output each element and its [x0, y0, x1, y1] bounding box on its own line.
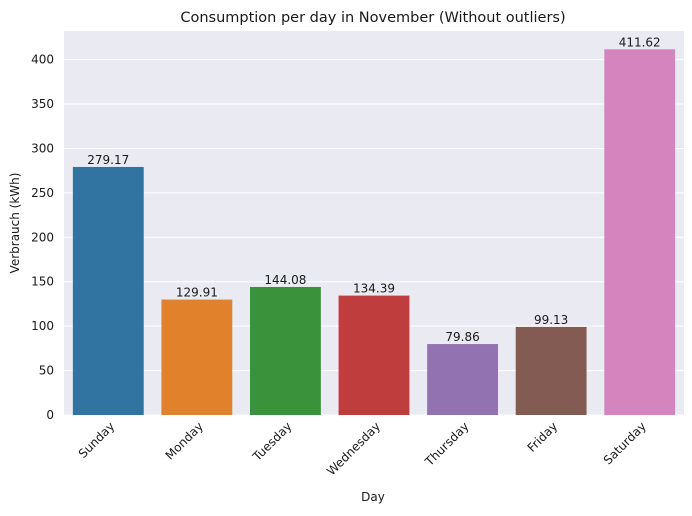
y-axis-label: Verbrauch (kWh)	[8, 173, 22, 274]
data-label-sunday: 279.17	[87, 153, 129, 167]
x-tick-label-thursday: Thursday	[422, 419, 472, 469]
data-label-saturday: 411.62	[619, 35, 661, 49]
y-tick-label: 100	[31, 319, 54, 333]
data-label-monday: 129.91	[176, 286, 218, 300]
bar-wednesday	[338, 295, 410, 415]
y-tick-label: 50	[39, 364, 54, 378]
y-tick-label: 350	[31, 97, 54, 111]
y-tick-label: 250	[31, 186, 54, 200]
bar-sunday	[72, 166, 144, 415]
x-tick-label-saturday: Saturday	[601, 419, 649, 467]
y-tick-labels: 0 50 100 150 200 250 300 350 400	[31, 53, 54, 422]
data-labels: 279.17 129.91 144.08 134.39 79.86 99.13 411.62	[87, 35, 660, 344]
x-tick-label-tuesday: Tuesday	[249, 419, 294, 464]
bar-thursday	[427, 344, 498, 415]
x-tick-label-friday: Friday	[525, 419, 561, 455]
x-axis-label: Day	[361, 490, 385, 504]
x-tick-label-wednesday: Wednesday	[324, 419, 383, 478]
x-tick-label-monday: Monday	[163, 419, 206, 462]
x-tick-labels: Sunday Monday Tuesday Wednesday Thursday Frid…	[76, 419, 649, 478]
data-label-thursday: 79.86	[445, 330, 479, 344]
chart-title: Consumption per day in November (Without…	[180, 10, 565, 26]
y-tick-label: 0	[46, 408, 54, 422]
bars	[72, 49, 676, 416]
y-tick-label: 300	[31, 141, 54, 155]
data-label-friday: 99.13	[534, 313, 568, 327]
bar-tuesday	[250, 286, 321, 415]
data-label-wednesday: 134.39	[353, 282, 395, 296]
data-label-tuesday: 144.08	[264, 273, 306, 287]
y-tick-label: 150	[31, 275, 54, 289]
y-tick-label: 400	[31, 53, 54, 67]
y-tick-label: 200	[31, 230, 54, 244]
bar-saturday	[604, 49, 676, 416]
bar-friday	[515, 326, 587, 415]
x-tick-label-sunday: Sunday	[76, 419, 118, 461]
bar-monday	[161, 299, 233, 415]
